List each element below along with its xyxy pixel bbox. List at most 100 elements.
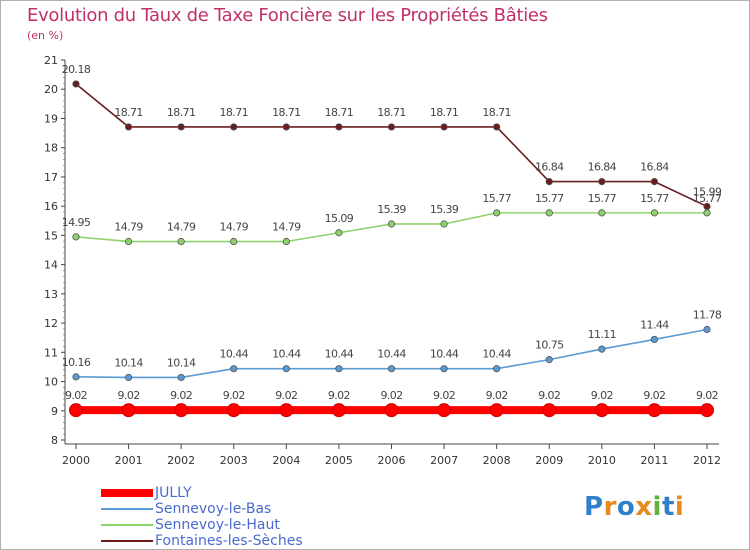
- y-tick-label: 19: [44, 112, 58, 125]
- data-label-fontaines-les-seches: 16.84: [640, 161, 669, 174]
- logo-letter: t: [661, 492, 675, 522]
- data-point-sennevoy-le-bas: [598, 345, 606, 353]
- data-label-fontaines-les-seches: 16.84: [535, 161, 564, 174]
- data-label-sennevoy-le-haut: 15.39: [430, 203, 459, 216]
- data-label-fontaines-les-seches: 18.71: [167, 106, 196, 119]
- data-point-jully: [174, 403, 189, 418]
- data-point-sennevoy-le-haut: [650, 209, 659, 217]
- x-tick-label: 2007: [430, 454, 458, 467]
- y-tick-label: 17: [44, 171, 58, 184]
- x-tick-label: 2010: [588, 454, 616, 467]
- data-point-sennevoy-le-bas: [493, 365, 501, 373]
- data-point-sennevoy-le-bas: [230, 365, 238, 373]
- x-tick-label: 2003: [220, 454, 248, 467]
- legend-label-sennevoy-le-bas: Sennevoy-le-Bas: [155, 501, 272, 517]
- data-point-sennevoy-le-bas: [124, 373, 133, 382]
- data-point-fontaines-les-seches: [387, 123, 396, 131]
- data-point-jully: [384, 403, 399, 418]
- data-point-sennevoy-le-bas: [282, 365, 290, 373]
- data-label-fontaines-les-seches: 18.71: [430, 106, 459, 119]
- y-tick-label: 18: [44, 142, 58, 155]
- data-point-jully: [542, 403, 557, 418]
- x-tick-label: 2008: [483, 454, 511, 467]
- y-tick-label: 14: [44, 259, 58, 272]
- data-point-sennevoy-le-bas: [650, 335, 659, 344]
- data-point-sennevoy-le-bas: [72, 373, 80, 381]
- data-point-jully: [700, 403, 714, 418]
- data-label-jully: 9.02: [118, 389, 140, 402]
- data-point-sennevoy-le-haut: [177, 237, 185, 246]
- logo-letter: x: [635, 492, 653, 522]
- data-label-fontaines-les-seches: 15.99: [693, 185, 722, 198]
- data-point-sennevoy-le-bas: [545, 356, 553, 364]
- data-point-sennevoy-le-haut: [72, 233, 80, 241]
- legend-swatch-sennevoy-le-bas: [101, 508, 153, 510]
- data-label-jully: 9.02: [538, 389, 560, 402]
- x-tick-label: 2005: [325, 454, 353, 467]
- data-label-jully: 9.02: [170, 389, 192, 402]
- data-point-fontaines-les-seches: [650, 178, 659, 186]
- data-label-jully: 9.02: [696, 389, 718, 402]
- data-point-sennevoy-le-haut: [335, 229, 343, 237]
- data-label-fontaines-les-seches: 16.84: [588, 161, 617, 174]
- data-label-sennevoy-le-haut: 14.79: [272, 221, 301, 234]
- y-tick-label: 10: [44, 376, 58, 389]
- logo-letter: i: [652, 492, 662, 522]
- data-label-sennevoy-le-bas: 10.44: [220, 348, 249, 361]
- data-label-sennevoy-le-haut: 15.77: [535, 192, 564, 205]
- series-line-fontaines-les-seches: [75, 83, 708, 208]
- data-label-fontaines-les-seches: 18.71: [377, 106, 406, 119]
- chart-title: Evolution du Taux de Taxe Foncière sur l…: [27, 5, 548, 26]
- data-label-sennevoy-le-bas: 10.44: [325, 348, 354, 361]
- data-point-jully: [226, 403, 241, 418]
- data-point-sennevoy-le-bas: [177, 373, 185, 382]
- data-label-fontaines-les-seches: 18.71: [325, 106, 354, 119]
- legend-label-fontaines-les-seches: Fontaines-les-Sèches: [155, 533, 303, 549]
- data-label-sennevoy-le-haut: 15.39: [377, 203, 406, 216]
- proxiti-logo: Proxiti: [584, 492, 684, 522]
- data-point-fontaines-les-seches: [230, 123, 238, 131]
- data-point-sennevoy-le-bas: [335, 365, 343, 373]
- legend-label-jully: JULLY: [155, 485, 192, 501]
- data-label-sennevoy-le-bas: 10.44: [272, 348, 301, 361]
- y-tick-label: 9: [51, 405, 58, 418]
- data-point-fontaines-les-seches: [177, 123, 185, 131]
- data-label-jully: 9.02: [433, 389, 455, 402]
- data-label-sennevoy-le-haut: 14.79: [167, 221, 196, 234]
- y-unit-label: (en %): [27, 29, 64, 42]
- data-label-sennevoy-le-haut: 14.95: [62, 216, 91, 229]
- data-point-sennevoy-le-haut: [703, 209, 711, 217]
- y-tick-label: 12: [44, 317, 58, 330]
- data-label-fontaines-les-seches: 18.71: [220, 106, 249, 119]
- data-point-fontaines-les-seches: [440, 123, 448, 131]
- data-point-jully: [594, 403, 609, 418]
- data-point-sennevoy-le-bas: [440, 365, 448, 373]
- data-point-sennevoy-le-haut: [545, 209, 553, 217]
- data-label-sennevoy-le-bas: 10.75: [535, 339, 564, 352]
- legend-swatch-jully: [101, 489, 153, 497]
- logo-letter: r: [603, 492, 617, 522]
- data-label-jully: 9.02: [486, 389, 508, 402]
- data-label-jully: 9.02: [643, 389, 665, 402]
- data-label-sennevoy-le-haut: 15.77: [693, 192, 722, 205]
- x-tick-label: 2012: [693, 454, 721, 467]
- y-tick-label: 8: [51, 434, 58, 447]
- y-tick-label: 21: [44, 54, 58, 67]
- data-point-sennevoy-le-haut: [282, 237, 290, 246]
- data-point-jully: [647, 403, 662, 418]
- data-label-sennevoy-le-haut: 15.09: [325, 212, 354, 225]
- y-tick-label: 20: [44, 83, 58, 96]
- data-label-jully: 9.02: [65, 389, 87, 402]
- x-tick-label: 2011: [640, 454, 668, 467]
- data-point-sennevoy-le-haut: [387, 220, 396, 228]
- data-label-sennevoy-le-bas: 10.44: [482, 348, 511, 361]
- y-tick-label: 15: [44, 229, 58, 242]
- data-point-fontaines-les-seches: [598, 178, 606, 186]
- data-label-jully: 9.02: [380, 389, 402, 402]
- data-point-jully: [489, 403, 504, 418]
- data-point-jully: [437, 403, 452, 418]
- legend: JULLY Sennevoy-le-Bas Sennevoy-le-Haut F…: [101, 485, 361, 549]
- y-tick-label: 11: [44, 346, 58, 359]
- data-label-fontaines-les-seches: 18.71: [482, 106, 511, 119]
